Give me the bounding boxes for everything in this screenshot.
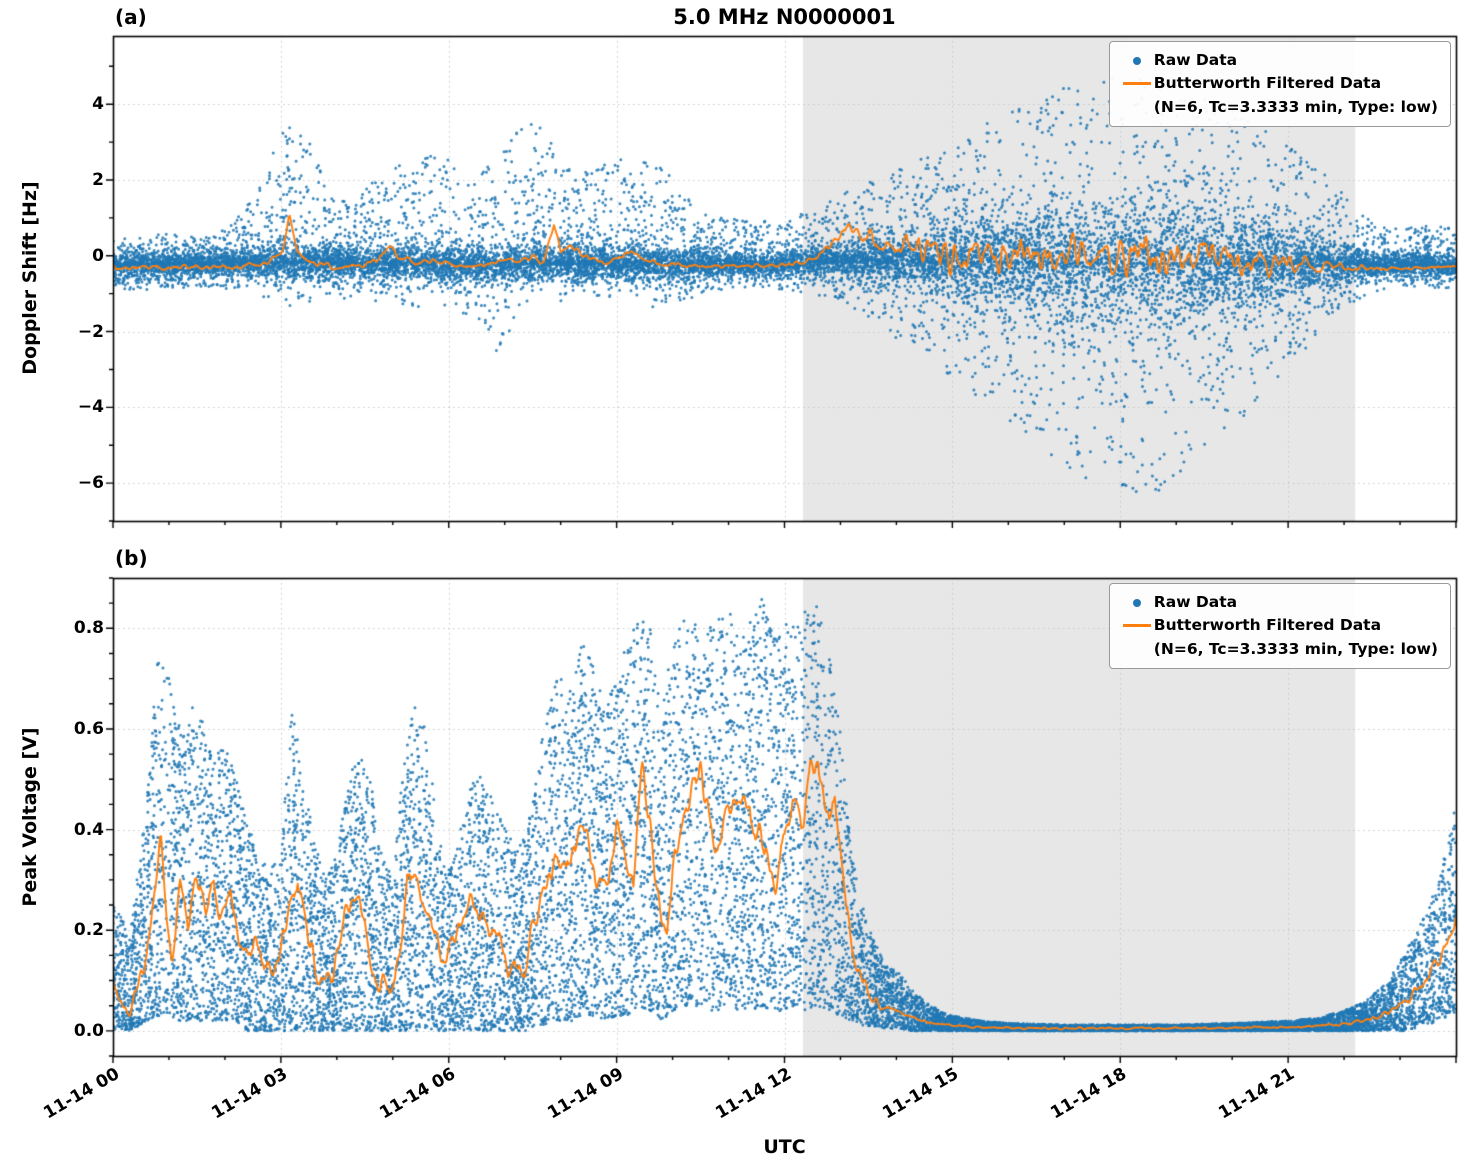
legend-filtered-sublabel: (N=6, Tc=3.3333 min, Type: low) [1153, 639, 1438, 658]
legend-raw-label: Raw Data [1153, 593, 1238, 611]
legend-raw-label: Raw Data [1153, 51, 1238, 69]
x-axis-label: UTC [763, 1136, 806, 1158]
filtered-line-marker-icon [1120, 624, 1154, 628]
y-axis-label-voltage: Peak Voltage [V] [19, 727, 41, 907]
y-tick-label: −4 [77, 397, 104, 418]
legend-raw-row: Raw Data [1120, 49, 1438, 72]
raw-data-marker-icon [1120, 598, 1154, 607]
panel-a-label: (a) [115, 5, 147, 29]
legend-filtered-subrow: (N=6, Tc=3.3333 min, Type: low) [1120, 96, 1438, 119]
legend-raw-row: Raw Data [1120, 591, 1438, 614]
y-tick-label: −2 [77, 321, 104, 342]
y-tick-label: 0.6 [73, 718, 104, 739]
panel-b-label: (b) [115, 546, 148, 570]
y-tick-label: 2 [92, 169, 104, 190]
y-tick-label: −6 [77, 473, 104, 494]
legend-filtered-label: Butterworth Filtered Data [1153, 616, 1382, 635]
legend-filtered-subrow: (N=6, Tc=3.3333 min, Type: low) [1120, 638, 1438, 661]
y-tick-label: 0.2 [73, 920, 104, 941]
filtered-line-marker-icon [1120, 82, 1154, 86]
y-tick-label: 0 [92, 245, 104, 266]
legend-filtered-row: Butterworth Filtered Data [1120, 614, 1438, 637]
legend-filtered-label: Butterworth Filtered Data [1153, 74, 1382, 93]
legend-panel-b: Raw Data Butterworth Filtered Data (N=6,… [1108, 583, 1451, 669]
y-axis-label-doppler: Doppler Shift [Hz] [19, 181, 41, 375]
raw-data-marker-icon [1120, 56, 1154, 65]
figure-title: 5.0 MHz N0000001 [673, 5, 896, 29]
legend-filtered-row: Butterworth Filtered Data [1120, 72, 1438, 95]
y-tick-label: 0.0 [73, 1020, 104, 1041]
y-tick-label: 4 [92, 94, 104, 115]
legend-filtered-sublabel: (N=6, Tc=3.3333 min, Type: low) [1153, 97, 1438, 116]
y-tick-label: 0.8 [73, 618, 104, 639]
y-tick-label: 0.4 [73, 819, 104, 840]
legend-panel-a: Raw Data Butterworth Filtered Data (N=6,… [1108, 41, 1451, 127]
